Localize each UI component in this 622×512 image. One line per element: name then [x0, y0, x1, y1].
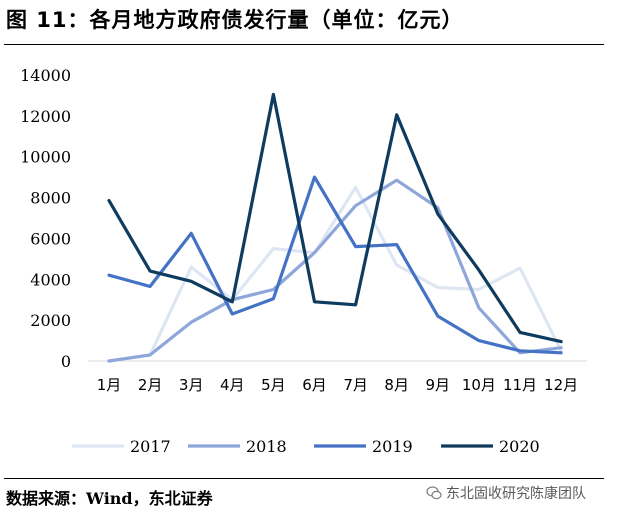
- x-tick-label: 2月: [138, 376, 163, 394]
- legend: 2017 2018 2019 2020: [72, 437, 540, 456]
- series-line-2019: [107, 175, 563, 355]
- title-rule: [4, 44, 604, 45]
- x-axis-ticks: 1月 2月 3月 4月 5月 6月 7月 8月 9月 10月 11月 12月: [97, 376, 578, 394]
- line-chart: 0 2000 4000 6000 8000 10000 12000 14000 1月 2月 3月 4…: [20, 66, 587, 456]
- watermark-text: 东北固收研究陈康团队: [446, 486, 586, 502]
- x-tick-label: 8月: [384, 376, 409, 394]
- y-tick-label: 4000: [30, 270, 71, 289]
- x-tick-label: 7月: [343, 376, 368, 394]
- source-note: 数据来源：Wind，东北证券: [6, 489, 213, 508]
- legend-label-2018: 2018: [246, 437, 287, 456]
- y-tick-label: 12000: [20, 107, 71, 126]
- x-tick-label: 11月: [503, 376, 537, 394]
- x-tick-label: 6月: [302, 376, 327, 394]
- series-lines: [107, 92, 563, 363]
- legend-label-2019: 2019: [372, 437, 413, 456]
- y-tick-label: 0: [61, 352, 71, 371]
- figure-title: 图 11：各月地方政府债发行量（单位：亿元）: [6, 8, 464, 32]
- y-tick-label: 10000: [20, 148, 71, 167]
- source-rule: [4, 478, 604, 479]
- x-tick-label: 1月: [97, 376, 122, 394]
- y-tick-label: 14000: [20, 66, 71, 85]
- y-axis-ticks: 0 2000 4000 6000 8000 10000 12000 14000: [20, 66, 71, 371]
- series-line-2020: [107, 92, 563, 344]
- y-tick-label: 2000: [30, 311, 71, 330]
- legend-label-2017: 2017: [130, 437, 171, 456]
- x-tick-label: 4月: [220, 376, 245, 394]
- watermark: 东北固收研究陈康团队: [426, 483, 586, 503]
- y-tick-label: 8000: [30, 189, 71, 208]
- x-tick-label: 12月: [544, 376, 578, 394]
- legend-label-2020: 2020: [499, 437, 540, 456]
- x-tick-label: 5月: [261, 376, 286, 394]
- y-tick-label: 6000: [30, 229, 71, 248]
- wechat-icon: [426, 486, 442, 500]
- x-tick-label: 3月: [179, 376, 204, 394]
- x-tick-label: 10月: [462, 376, 496, 394]
- series-line-2018: [107, 178, 563, 363]
- x-tick-label: 9月: [426, 376, 451, 394]
- series-line-2017: [107, 185, 563, 363]
